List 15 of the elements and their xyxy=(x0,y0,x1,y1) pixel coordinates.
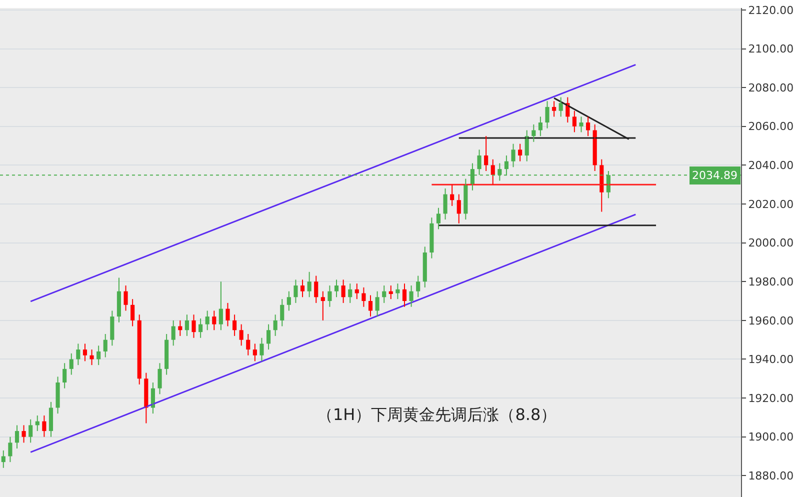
y-tick-label: 1880.00 xyxy=(748,470,794,482)
ref-line-label: 2034.89 xyxy=(692,169,738,182)
y-tick-label: 2020.00 xyxy=(748,198,794,211)
y-tick-label: 2080.00 xyxy=(748,81,794,94)
y-tick-label: 1900.00 xyxy=(748,430,794,444)
y-tick-label: 1960.00 xyxy=(748,314,794,328)
y-tick-label: 2100.00 xyxy=(748,42,794,56)
y-tick-label: 2000.00 xyxy=(748,236,794,250)
y-tick-label: 2120.00 xyxy=(748,4,794,17)
y-tick-label: 1980.00 xyxy=(748,275,794,288)
y-tick-label: 1920.00 xyxy=(748,392,794,405)
y-tick-label: 2060.00 xyxy=(748,120,794,134)
y-tick-label: 2040.00 xyxy=(748,159,794,172)
y-tick-label: 1940.00 xyxy=(748,353,794,366)
annotation: （1H）下周黄金先调后涨（8.8） xyxy=(317,405,557,424)
